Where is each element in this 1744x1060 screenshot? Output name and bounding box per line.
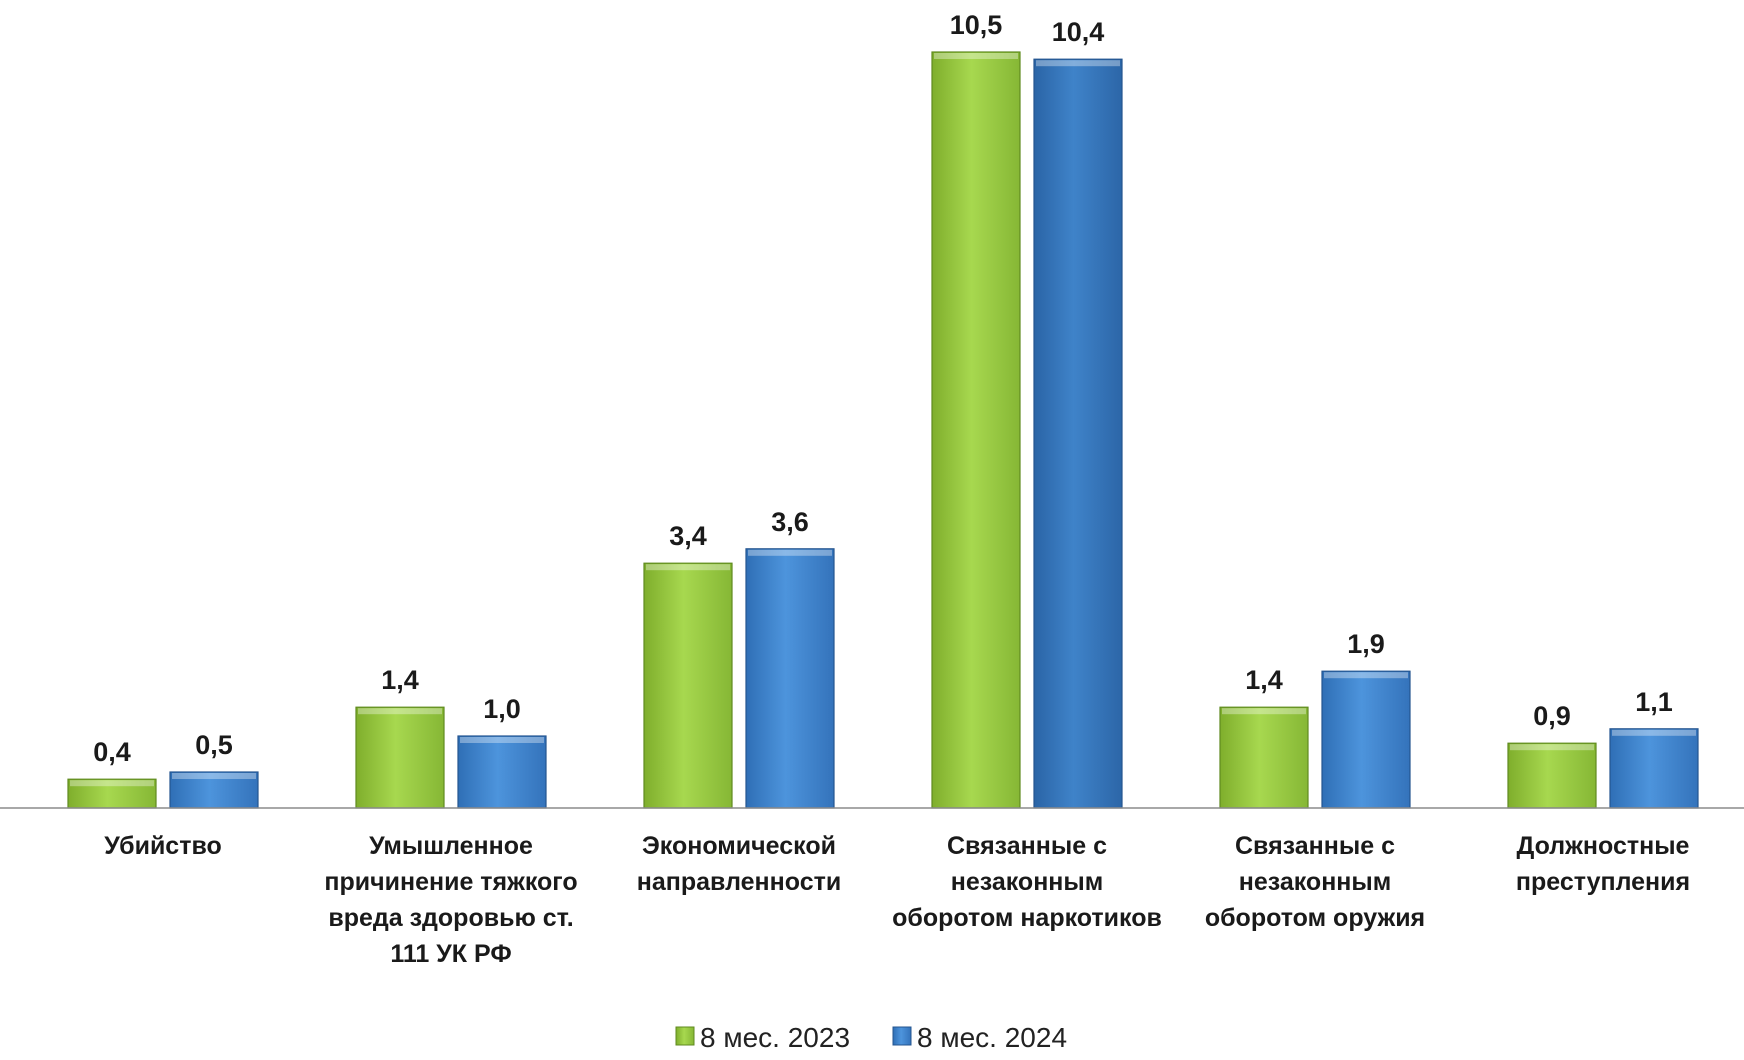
data-label: 0,5 <box>195 730 233 760</box>
category-label: Экономической направленности <box>637 832 841 896</box>
category-label-line: 111 УК РФ <box>390 940 511 968</box>
bar-2024-1 <box>457 735 547 809</box>
category-label: Убийство <box>104 832 222 860</box>
category-label-line: оборотом наркотиков <box>892 904 1162 932</box>
bar-2024-5 <box>1609 728 1699 809</box>
category-label-line: направленности <box>637 868 841 896</box>
bar-bevel <box>1036 60 1120 67</box>
bar-bevel <box>646 564 730 571</box>
bar-2023-2 <box>643 562 733 809</box>
category-label-line: вреда здоровью ст. <box>328 904 573 932</box>
category-label: Связанные с незаконным оборотом наркотиков <box>892 832 1162 932</box>
legend: 8 мес. 2023 8 мес. 2024 <box>675 1022 1067 1053</box>
data-label: 10,5 <box>950 10 1003 40</box>
legend-swatch <box>892 1026 912 1046</box>
bar-2024-0 <box>169 771 259 809</box>
category-label-line: незаконным <box>951 868 1104 896</box>
legend-label: 8 мес. 2024 <box>917 1022 1067 1053</box>
category-label-line: Экономической <box>642 832 836 860</box>
bar-2024-2 <box>745 548 835 809</box>
category-label-line: преступления <box>1516 868 1690 896</box>
bar-bevel <box>1222 708 1306 715</box>
bar-bevel <box>748 549 832 556</box>
bar-2023-3 <box>931 51 1021 809</box>
bar-2023-4 <box>1219 706 1309 809</box>
category-labels: Убийство Умышленное причинение тяжкого вред… <box>104 832 1690 968</box>
bar-bevel <box>1324 672 1408 679</box>
bar-bevel <box>1510 744 1594 751</box>
bar-bevel <box>172 773 256 779</box>
data-label: 0,4 <box>93 737 131 767</box>
legend-swatch <box>675 1026 695 1046</box>
category-label-line: Связанные с <box>947 832 1107 860</box>
category-label-line: незаконным <box>1239 868 1392 896</box>
data-label: 3,4 <box>669 521 707 551</box>
data-label: 1,4 <box>1245 665 1283 695</box>
legend-item: 8 мес. 2023 <box>675 1022 850 1053</box>
bar-bevel <box>358 708 442 715</box>
bar-bevel <box>934 53 1018 59</box>
data-label: 1,9 <box>1347 629 1385 659</box>
category-label: Должностные преступления <box>1516 832 1690 896</box>
data-label: 3,6 <box>771 507 809 537</box>
bar-2024-3 <box>1033 58 1123 809</box>
data-label: 1,1 <box>1635 687 1673 717</box>
category-label-line: Убийство <box>104 832 222 860</box>
bar-bevel <box>1612 729 1696 736</box>
category-label-line: оборотом оружия <box>1205 904 1425 932</box>
value-labels: 0,4 0,5 1,4 1,0 3,4 3,6 10,5 10,4 1,4 1,9 0,9 1,1 <box>93 10 1673 767</box>
bars-layer <box>67 51 1699 809</box>
bar-2023-0 <box>67 778 157 809</box>
category-label-line: Должностные <box>1517 832 1690 860</box>
data-label: 0,9 <box>1533 701 1571 731</box>
bar-bevel <box>70 780 154 787</box>
data-label: 1,0 <box>483 694 521 724</box>
data-label: 10,4 <box>1052 17 1105 47</box>
bar-2023-1 <box>355 706 445 809</box>
legend-item: 8 мес. 2024 <box>892 1022 1067 1053</box>
legend-label: 8 мес. 2023 <box>700 1022 850 1053</box>
category-label-line: причинение тяжкого <box>324 868 577 896</box>
bar-2024-4 <box>1321 670 1411 809</box>
data-label: 1,4 <box>381 665 419 695</box>
category-label: Связанные с незаконным оборотом оружия <box>1205 832 1425 932</box>
category-label-line: Связанные с <box>1235 832 1395 860</box>
bar-bevel <box>460 737 544 743</box>
bar-2023-5 <box>1507 742 1597 809</box>
category-label-line: Умышленное <box>369 832 533 860</box>
category-label: Умышленное причинение тяжкого вреда здоров… <box>324 832 577 968</box>
